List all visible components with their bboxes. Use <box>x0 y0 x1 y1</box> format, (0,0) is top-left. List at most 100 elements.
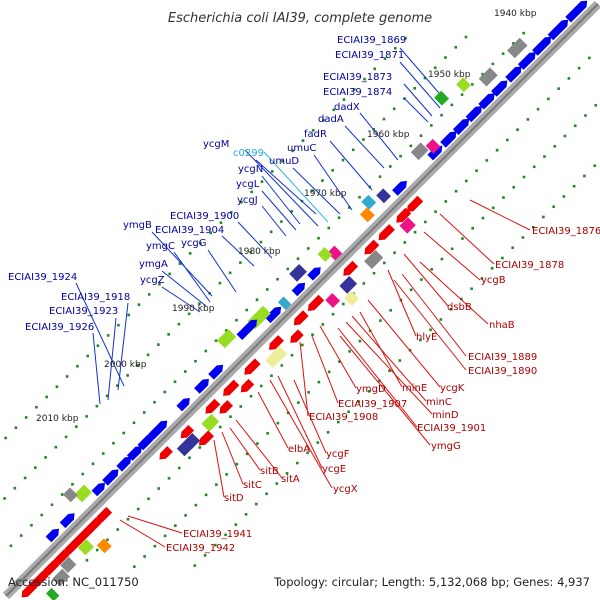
gene-label[interactable]: ECIAI39_1923 <box>49 306 118 317</box>
track-dot <box>495 148 499 152</box>
gene-label[interactable]: minE <box>402 383 427 394</box>
gene-label[interactable]: ycgM <box>203 139 229 150</box>
leader-line <box>277 375 323 469</box>
track-dot <box>239 261 242 264</box>
gene-label[interactable]: ycgJ <box>237 195 258 206</box>
forward-gene-arrow <box>565 0 588 23</box>
gene-label[interactable]: ECIAI39_1873 <box>323 72 392 83</box>
gene-label[interactable]: ycgK <box>440 383 465 394</box>
track-dot <box>106 538 109 542</box>
track-dot <box>501 52 505 55</box>
track-dot <box>13 486 17 490</box>
gene-block <box>327 245 343 261</box>
gene-label[interactable]: dadA <box>318 114 344 125</box>
gene-label[interactable]: sitD <box>224 493 244 504</box>
gene-label[interactable]: ymgC <box>146 241 175 252</box>
track-dot <box>594 103 598 107</box>
track-dot <box>557 87 560 90</box>
gene-label[interactable]: elbA <box>288 444 310 455</box>
track-dot <box>204 493 208 497</box>
gene-block <box>376 188 391 204</box>
gene-label[interactable]: sitB <box>260 466 279 477</box>
track-dot <box>392 107 396 111</box>
track-dot <box>95 548 99 552</box>
track-dot <box>259 240 263 244</box>
track-dot <box>450 103 454 107</box>
track-dot <box>398 359 402 362</box>
track-dot <box>307 391 310 394</box>
gene-label[interactable]: ECIAI39_1869 <box>337 35 406 46</box>
track-dot <box>490 266 494 270</box>
gene-label[interactable]: ymgA <box>139 259 168 270</box>
gene-label[interactable]: ECIAI39_1900 <box>170 211 239 222</box>
gene-block <box>60 556 77 573</box>
gene-label[interactable]: ymgD <box>356 384 386 395</box>
gene-label[interactable]: minC <box>426 397 452 408</box>
track-dot <box>439 318 443 321</box>
track-dot <box>547 97 550 101</box>
gene-label[interactable]: ycgF <box>326 449 350 460</box>
leader-line <box>92 332 101 405</box>
gene-label[interactable]: ECIAI39_1907 <box>338 399 407 410</box>
gene-label[interactable]: ycgL <box>236 179 260 190</box>
gene-block <box>361 194 377 210</box>
gene-label[interactable]: ECIAI39_1878 <box>495 260 564 271</box>
gene-label[interactable]: sitC <box>243 480 262 491</box>
gene-label[interactable]: umuD <box>269 156 299 167</box>
gene-label[interactable]: ymgG <box>431 441 461 452</box>
track-dot <box>516 128 519 131</box>
track-dot <box>153 544 157 548</box>
track-dot <box>322 118 325 122</box>
gene-label[interactable]: ECIAI39_1876 <box>532 226 600 237</box>
gene-label[interactable]: nhaB <box>489 320 515 331</box>
gene-label[interactable]: dsbB <box>447 302 472 313</box>
gene-label[interactable]: fadR <box>304 129 327 140</box>
forward-gene-arrow <box>91 482 105 497</box>
gene-label[interactable]: ECIAI39_1871 <box>335 50 404 61</box>
gene-block <box>478 67 498 87</box>
gene-label[interactable]: ymgB <box>123 220 152 231</box>
gene-label[interactable]: c0299 <box>233 148 264 159</box>
gene-label[interactable]: ECIAI39_1901 <box>417 423 486 434</box>
gene-label[interactable]: ECIAI39_1926 <box>25 322 94 333</box>
track-dot <box>126 374 129 377</box>
gene-label[interactable]: ycgN <box>238 164 263 175</box>
gene-label[interactable]: sitA <box>281 474 300 485</box>
gene-label[interactable]: hlyE <box>416 332 437 343</box>
reverse-gene-arrow <box>219 400 233 414</box>
track-dot <box>224 329 228 332</box>
leader-line <box>401 273 467 357</box>
gene-label[interactable]: ECIAI39_1941 <box>183 529 252 540</box>
track-dot <box>460 93 464 96</box>
track-dot <box>249 394 253 398</box>
track-dot <box>245 452 249 456</box>
leader-line <box>261 175 301 225</box>
track-dot <box>327 370 331 374</box>
track-dot <box>409 144 413 148</box>
track-dot <box>133 565 136 568</box>
gene-label[interactable]: ECIAI39_1942 <box>166 543 235 554</box>
track-dot <box>255 298 259 302</box>
gene-label[interactable]: umuC <box>287 143 316 154</box>
gene-label[interactable]: dadX <box>334 102 360 113</box>
track-dot <box>126 517 130 521</box>
gene-label[interactable]: ECIAI39_1874 <box>323 87 392 98</box>
gene-label[interactable]: ECIAI39_1908 <box>309 412 378 423</box>
track-dot <box>383 57 387 60</box>
gene-label[interactable]: ECIAI39_1904 <box>155 225 224 236</box>
leader-line <box>151 231 213 297</box>
track-dot <box>413 230 417 234</box>
gene-label[interactable]: ycgE <box>322 464 346 475</box>
gene-label[interactable]: ycgG <box>181 238 207 249</box>
gene-label[interactable]: ycgB <box>481 275 506 286</box>
gene-label[interactable]: ECIAI39_1890 <box>468 366 537 377</box>
gene-label[interactable]: ycgX <box>333 484 358 495</box>
gene-label[interactable]: ycgZ <box>140 275 165 286</box>
reverse-gene-arrow <box>240 378 255 393</box>
gene-label[interactable]: ECIAI39_1889 <box>468 352 537 363</box>
gene-label[interactable]: ECIAI39_1924 <box>8 272 77 283</box>
gene-label[interactable]: ECIAI39_1918 <box>61 292 130 303</box>
leader-line <box>403 253 449 307</box>
gene-label[interactable]: minD <box>432 410 459 421</box>
